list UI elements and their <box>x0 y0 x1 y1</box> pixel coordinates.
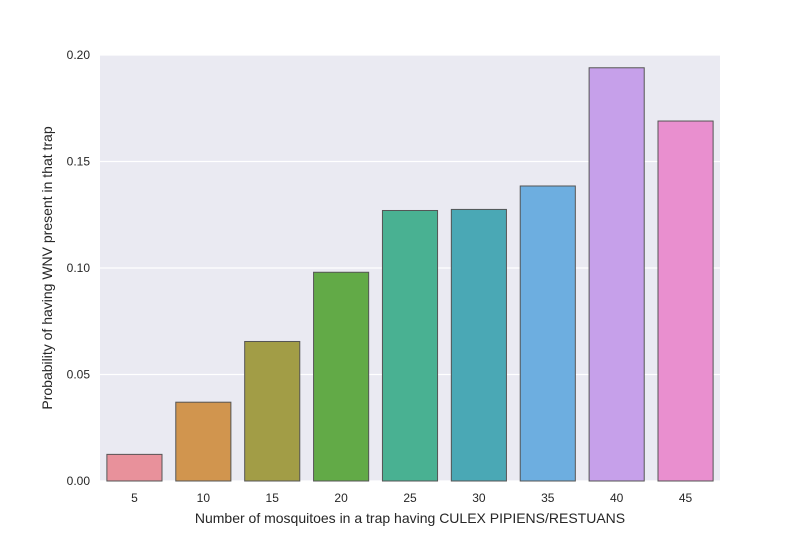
bar-25 <box>381 209 439 482</box>
x-tick-label: 20 <box>334 491 348 505</box>
bar-35 <box>519 185 576 482</box>
y-axis-label: Probability of having WNV present in tha… <box>39 126 55 409</box>
x-tick-label: 10 <box>197 491 211 505</box>
x-tick-labels: 5 10 15 20 25 30 35 40 45 <box>131 491 692 505</box>
x-tick-label: 25 <box>403 491 417 505</box>
x-tick-label: 5 <box>131 491 138 505</box>
bars <box>106 67 714 482</box>
x-tick-label: 30 <box>472 491 486 505</box>
bar-20 <box>313 271 370 482</box>
x-tick-label: 45 <box>679 491 693 505</box>
bar-5 <box>106 453 163 482</box>
y-tick-label: 0.10 <box>67 261 91 275</box>
bar-15 <box>244 340 301 482</box>
bar-45 <box>657 120 714 482</box>
x-tick-label: 15 <box>266 491 280 505</box>
y-tick-label: 0.05 <box>67 368 91 382</box>
y-tick-label: 0.00 <box>67 474 91 488</box>
bar-40 <box>588 67 645 482</box>
y-tick-label: 0.20 <box>67 48 91 62</box>
x-tick-label: 35 <box>541 491 555 505</box>
bar-30 <box>450 208 507 482</box>
x-axis-label: Number of mosquitoes in a trap having CU… <box>195 510 625 526</box>
y-tick-label: 0.15 <box>67 155 91 169</box>
x-tick-label: 40 <box>610 491 624 505</box>
bar-10 <box>175 401 232 482</box>
y-tick-labels: 0.00 0.05 0.10 0.15 0.20 <box>67 48 91 488</box>
